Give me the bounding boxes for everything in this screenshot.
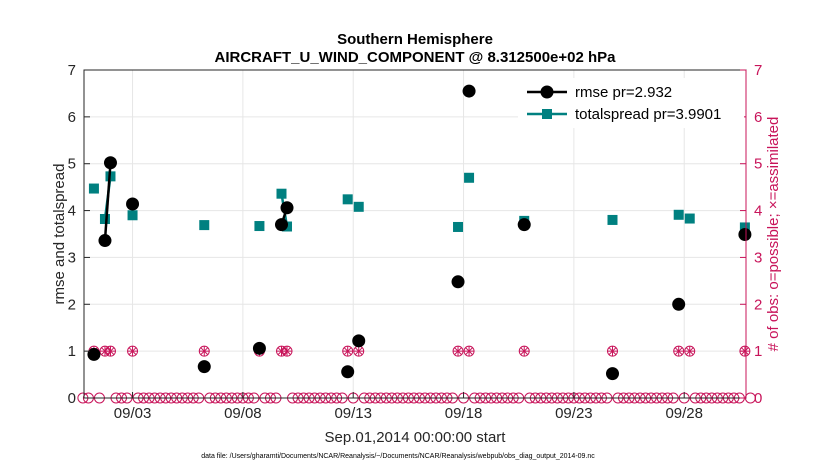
chart-subtitle: AIRCRAFT_U_WIND_COMPONENT @ 8.312500e+02… [215,49,617,66]
legend: rmse pr=2.932 totalspread pr=3.9901 [518,78,744,128]
rmse-point [126,197,140,211]
y-tick-label: 4 [68,203,76,220]
left-y-axis: 0 1 2 3 4 5 6 7 [68,62,90,407]
spread-point [88,183,99,194]
right-y-tick-label: 5 [754,156,762,173]
obs-count-marker [99,345,111,357]
y-tick-label: 3 [68,249,76,266]
y-tick-label: 1 [68,343,76,360]
obs-count-marker [104,345,116,357]
spread-point [739,222,750,233]
spread-point [353,201,364,212]
y-tick-label: 6 [68,109,76,126]
rmse-point [197,360,211,374]
spread-point [342,194,353,205]
rmse-point [352,334,366,348]
obs-count-marker [281,345,293,357]
rmse-point [274,218,288,232]
legend-rmse-marker [540,85,554,99]
legend-rmse-label: rmse pr=2.932 [575,84,672,101]
rmse-point [605,367,619,381]
x-tick-label: 09/08 [224,405,262,422]
spread-series [88,171,750,233]
grid [84,69,746,399]
y-axis-label: rmse and totalspread [51,164,68,305]
series-layer [87,84,752,381]
rmse-point [462,84,476,98]
y-tick-label: 5 [68,156,76,173]
obs-count-marker [342,345,354,357]
y-tick-label: 7 [68,62,76,79]
obs-count-marker [198,345,210,357]
rmse-point [672,297,686,311]
obs-count-marker [606,345,618,357]
spread-point [607,214,618,225]
chart-title: Southern Hemisphere [337,31,493,48]
spread-point [254,221,265,232]
rmse-point [517,218,531,232]
x-axis: 09/03 09/08 09/13 09/18 09/23 09/28 [114,392,703,422]
obs-count-marker [353,345,365,357]
spread-point [127,210,138,221]
obs-count-marker [684,345,696,357]
data-file-note: data file: /Users/gharamti/Documents/NCA… [201,453,595,460]
obs-count-marker [452,345,464,357]
rmse-line [103,162,112,241]
spread-point [684,213,695,224]
right-y-tick-label: 1 [754,343,762,360]
rmse-series [87,84,752,381]
right-y-tick-label: 3 [754,249,762,266]
rmse-point [341,365,355,379]
spread-point [276,188,287,199]
x-tick-label: 09/28 [665,405,703,422]
rmse-point [738,227,752,241]
right-y-tick-label: 6 [754,109,762,126]
spread-point [99,214,110,225]
x-tick-label: 09/18 [445,405,483,422]
obs-count-marker [463,345,475,357]
rmse-point [98,234,112,248]
right-y-tick-label: 4 [754,203,762,220]
rmse-point [451,275,465,289]
right-y-tick-label: 0 [754,390,762,407]
spread-point [453,221,464,232]
spread-point [673,209,684,220]
legend-box [518,78,744,128]
x-tick-label: 09/13 [334,405,372,422]
rmse-point [280,201,294,215]
right-y-tick-label: 7 [754,62,762,79]
y-tick-label: 2 [68,296,76,313]
right-y-tick-label: 2 [754,296,762,313]
obs-markers [77,345,756,404]
spread-point [464,172,475,183]
legend-spread-marker [542,109,552,119]
y-tick-label: 0 [68,390,76,407]
spread-point [199,220,210,231]
legend-spread-label: totalspread pr=3.9901 [575,106,721,123]
obs-count-marker [673,345,685,357]
rmse-point [87,347,101,361]
right-y-axis-label: # of obs: o=possible; ×=assimilated [765,117,782,352]
rmse-point [103,156,117,170]
obs-count-marker [518,345,530,357]
x-axis-label: Sep.01,2014 00:00:00 start [325,429,507,446]
rmse-point [252,341,266,355]
right-y-axis: 0 1 2 3 4 5 6 7 [740,62,762,407]
x-tick-label: 09/03 [114,405,152,422]
obs-count-marker [127,345,139,357]
x-tick-label: 09/23 [555,405,593,422]
